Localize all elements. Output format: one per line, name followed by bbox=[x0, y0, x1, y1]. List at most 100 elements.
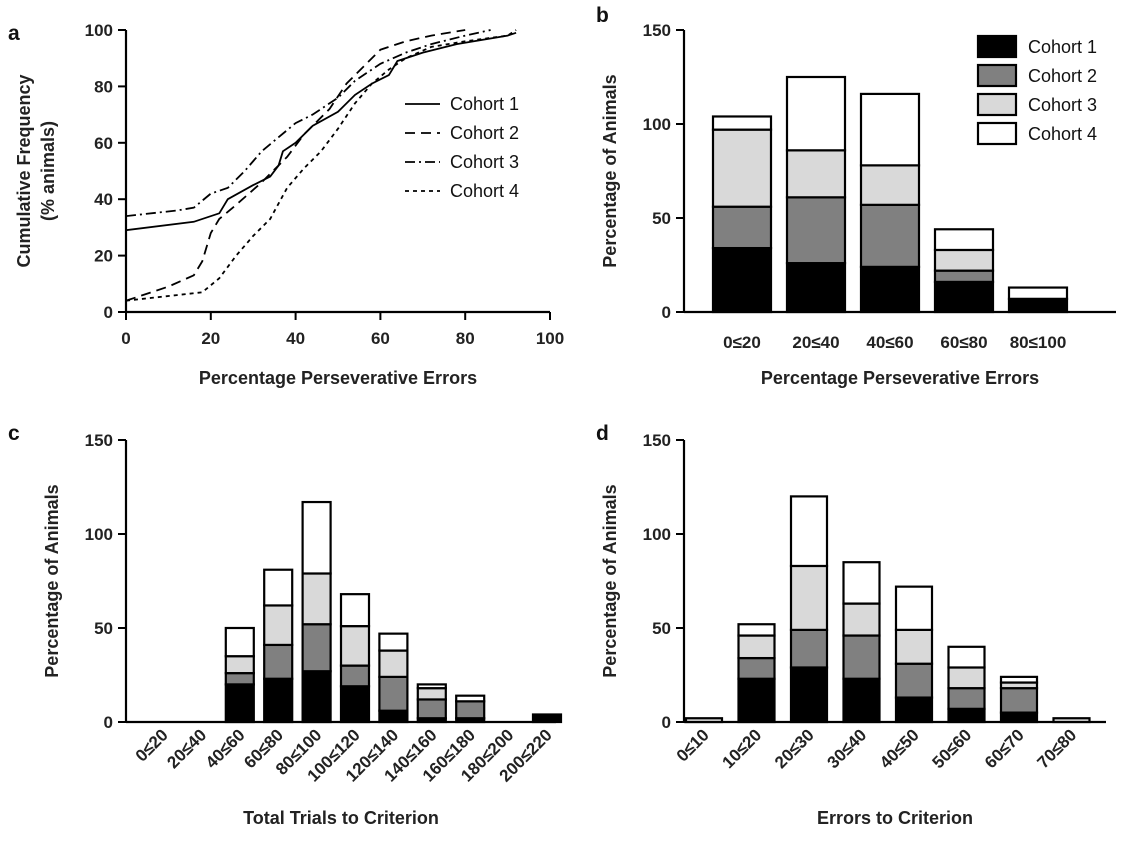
bar-segment-cohort-2 bbox=[301, 623, 332, 673]
y-tick-label: 50 bbox=[94, 619, 113, 638]
bar-segment-cohort-4 bbox=[894, 585, 934, 631]
bar-segment-cohort-3 bbox=[859, 164, 921, 206]
x-tick-label: 40≤60 bbox=[202, 725, 249, 772]
bar-segment-cohort-3 bbox=[933, 248, 995, 272]
bar-segment-cohort-4 bbox=[1007, 286, 1069, 300]
bar-segment-cohort-1 bbox=[339, 685, 371, 724]
x-tick-label: 20≤30 bbox=[771, 725, 818, 772]
bar-segment-cohort-2 bbox=[455, 700, 486, 720]
y-tick-label: 0 bbox=[662, 713, 671, 732]
x-tick-label: 20≤40 bbox=[163, 725, 210, 772]
panel-d: d 0 50 100 150 0≤10 10≤20 20≤30 30≤40 40≤50 50≤60 6… bbox=[596, 422, 1106, 828]
panel-label: a bbox=[8, 22, 20, 45]
bar-segment-cohort-3 bbox=[1052, 717, 1091, 724]
bar-segment-cohort-1 bbox=[263, 677, 294, 724]
bar-segment-cohort-1 bbox=[224, 683, 255, 724]
x-axis-title: Total Trials to Criterion bbox=[243, 808, 439, 828]
legend-label-cohort-1: Cohort 1 bbox=[1028, 37, 1097, 57]
legend-swatch-cohort-1 bbox=[976, 34, 1018, 59]
bar-segment-cohort-3 bbox=[684, 717, 724, 724]
series-line-cohort-4 bbox=[125, 29, 517, 302]
x-tick-label: 40 bbox=[286, 329, 305, 348]
panel-label: d bbox=[596, 422, 609, 445]
bar-segment-cohort-1 bbox=[933, 280, 995, 314]
bar-segment-cohort-4 bbox=[339, 593, 371, 628]
bar-segment-cohort-2 bbox=[711, 205, 773, 250]
bar-segment-cohort-4 bbox=[933, 228, 995, 252]
bar-segment-cohort-3 bbox=[842, 602, 881, 637]
y-tick-label: 150 bbox=[643, 21, 671, 40]
x-tick-label: 80 bbox=[456, 329, 475, 348]
bar-segment-cohort-3 bbox=[378, 649, 409, 678]
legend-swatch-cohort-4 bbox=[976, 121, 1018, 146]
bar-segment-cohort-4 bbox=[785, 75, 847, 152]
x-tick-label: 0≤10 bbox=[673, 725, 713, 765]
bar-segment-cohort-2 bbox=[947, 687, 986, 710]
bar-segment-cohort-1 bbox=[531, 713, 563, 724]
bar-segment-cohort-4 bbox=[999, 675, 1039, 684]
bar-segment-cohort-2 bbox=[859, 203, 921, 268]
bar-segment-cohort-4 bbox=[947, 645, 986, 669]
x-tick-label: 40≤60 bbox=[866, 333, 913, 352]
bar-segment-cohort-3 bbox=[263, 604, 294, 647]
legend-label-cohort-4: Cohort 4 bbox=[1028, 124, 1097, 144]
x-tick-label: 80≤100 bbox=[1010, 333, 1067, 352]
x-tick-label: 10≤20 bbox=[719, 725, 766, 772]
y-tick-label: 60 bbox=[94, 134, 113, 153]
bar-segment-cohort-1 bbox=[711, 246, 773, 314]
series-line-cohort-1 bbox=[125, 31, 517, 232]
bar-segment-cohort-3 bbox=[789, 564, 829, 631]
bar-segment-cohort-1 bbox=[859, 265, 921, 314]
bar-segment-cohort-3 bbox=[224, 655, 255, 675]
bar-segment-cohort-3 bbox=[711, 128, 773, 208]
bar-segment-cohort-1 bbox=[378, 709, 409, 724]
bar-segment-cohort-2 bbox=[933, 269, 995, 284]
bar-segment-cohort-3 bbox=[737, 634, 776, 660]
bar-segment-cohort-4 bbox=[789, 495, 829, 568]
bar-segment-cohort-2 bbox=[416, 698, 447, 720]
y-tick-label: 150 bbox=[85, 431, 113, 450]
bar-segment-cohort-3 bbox=[416, 687, 447, 701]
series-line-cohort-3 bbox=[125, 29, 491, 217]
bar-segment-cohort-2 bbox=[263, 643, 294, 680]
y-tick-label: 20 bbox=[94, 247, 113, 266]
bar-segment-cohort-2 bbox=[999, 687, 1039, 714]
bar-segment-cohort-4 bbox=[737, 623, 776, 637]
y-tick-label: 40 bbox=[94, 190, 113, 209]
x-axis-title: Errors to Criterion bbox=[817, 808, 973, 828]
bar-segment-cohort-2 bbox=[894, 662, 934, 699]
y-tick-label: 100 bbox=[643, 115, 671, 134]
x-tick-label: 40≤50 bbox=[876, 725, 923, 772]
panel-label: b bbox=[596, 4, 609, 27]
legend-swatch-cohort-2 bbox=[976, 63, 1018, 88]
series-line-cohort-2 bbox=[125, 29, 466, 302]
x-tick-label: 20≤40 bbox=[792, 333, 839, 352]
legend-label-cohort-4: Cohort 4 bbox=[450, 181, 519, 201]
bar-segment-cohort-3 bbox=[785, 149, 847, 199]
legend-label-cohort-2: Cohort 2 bbox=[1028, 66, 1097, 86]
bar-segment-cohort-4 bbox=[859, 92, 921, 167]
y-tick-label: 50 bbox=[652, 209, 671, 228]
bar-segment-cohort-4 bbox=[224, 626, 255, 658]
y-tick-label: 0 bbox=[104, 303, 113, 322]
x-axis-title: Percentage Perseverative Errors bbox=[199, 368, 477, 388]
bar-segment-cohort-1 bbox=[301, 670, 332, 724]
bar-segment-cohort-4 bbox=[455, 694, 486, 703]
bar-segment-cohort-4 bbox=[378, 632, 409, 652]
panel-label: c bbox=[8, 422, 20, 445]
bar-segment-cohort-2 bbox=[378, 675, 409, 712]
panel-a: a 0 20 40 60 80 100 0 20 40 60 80 100 Cohort 1 Cohort … bbox=[8, 21, 564, 388]
y-axis-title: Percentage of Animals bbox=[600, 484, 620, 677]
bar-segment-cohort-2 bbox=[224, 672, 255, 686]
bar-segment-cohort-4 bbox=[842, 561, 881, 605]
x-tick-label: 60 bbox=[371, 329, 390, 348]
bar-segment-cohort-4 bbox=[711, 115, 773, 131]
x-tick-label: 20 bbox=[201, 329, 220, 348]
y-axis-title-line-2: (% animals) bbox=[38, 121, 58, 221]
bar-segment-cohort-1 bbox=[737, 677, 776, 724]
bar-segment-cohort-2 bbox=[339, 664, 371, 688]
y-tick-label: 50 bbox=[652, 619, 671, 638]
bar-segment-cohort-2 bbox=[737, 656, 776, 680]
legend-swatch-cohort-3 bbox=[976, 92, 1018, 117]
